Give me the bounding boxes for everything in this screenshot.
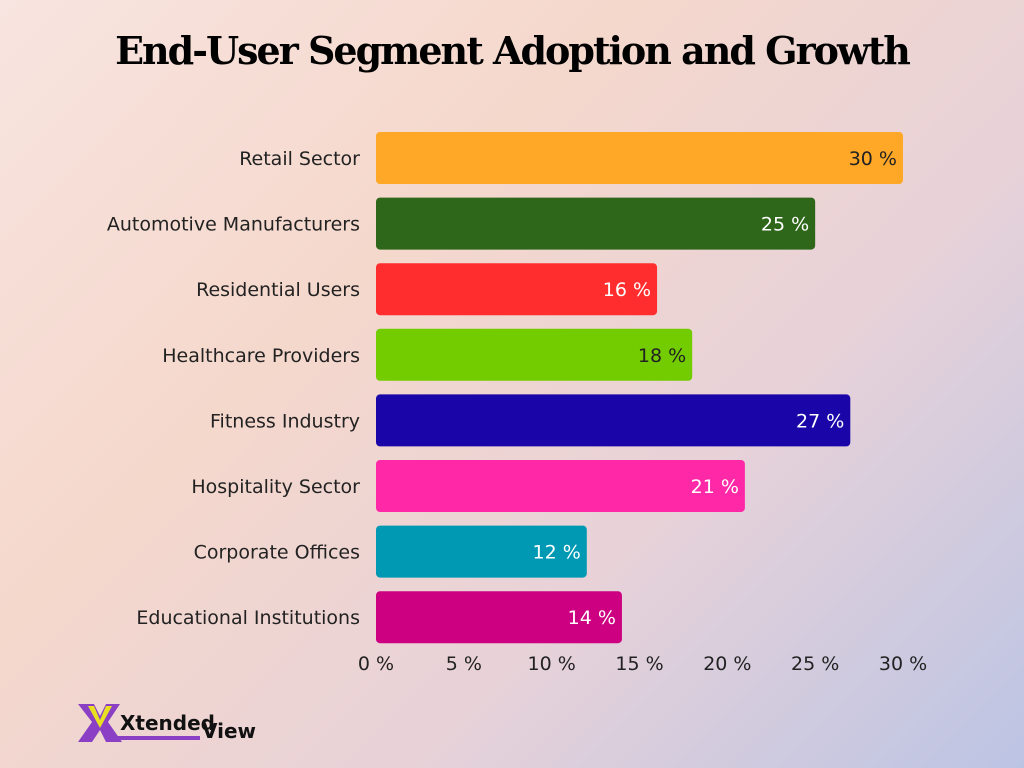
bar (376, 394, 851, 447)
data-label: 12 % (533, 542, 581, 564)
category-label: Retail Sector (239, 148, 360, 170)
chart-title: End-User Segment Adoption and Growth (115, 28, 911, 73)
category-label: Hospitality Sector (191, 476, 360, 498)
category-label: Corporate Offices (194, 542, 360, 564)
data-label: 30 % (849, 148, 897, 170)
x-tick-label: 30 % (879, 653, 927, 675)
x-tick-label: 5 % (446, 653, 482, 675)
data-label: 16 % (603, 279, 651, 301)
category-label: Automotive Manufacturers (107, 214, 360, 236)
bar (376, 197, 816, 250)
category-label: Residential Users (196, 279, 360, 301)
x-tick-label: 10 % (528, 653, 576, 675)
data-label: 18 % (638, 345, 686, 367)
x-tick-label: 25 % (791, 653, 839, 675)
category-label: Healthcare Providers (162, 345, 360, 367)
x-tick-label: 15 % (615, 653, 663, 675)
logo-text-2: View (202, 719, 256, 743)
x-tick-label: 0 % (358, 653, 394, 675)
bar (376, 591, 622, 644)
x-tick-label: 20 % (703, 653, 751, 675)
bar (376, 328, 693, 381)
bar (376, 525, 587, 578)
logo-text-1: Xtended (120, 711, 215, 735)
data-label: 25 % (761, 214, 809, 236)
xtendedview-logo: Xtended View (78, 704, 256, 743)
data-label: 27 % (796, 410, 844, 432)
category-label: Educational Institutions (136, 607, 360, 629)
bar (376, 263, 658, 316)
data-label: 14 % (568, 607, 616, 629)
bar (376, 132, 903, 184)
data-label: 21 % (691, 476, 739, 498)
category-label: Fitness Industry (210, 410, 360, 432)
bar (376, 460, 745, 512)
